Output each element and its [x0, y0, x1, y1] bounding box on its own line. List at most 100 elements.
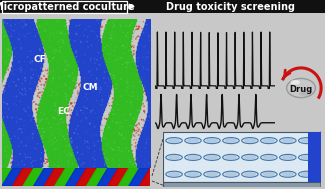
Point — [139, 27, 145, 30]
Point — [58, 96, 63, 99]
Point — [128, 91, 133, 94]
Point — [83, 91, 88, 94]
Point — [101, 35, 107, 38]
Point — [69, 55, 74, 58]
Point — [13, 73, 18, 76]
Point — [75, 146, 80, 149]
Point — [97, 27, 102, 30]
Point — [125, 103, 131, 106]
Point — [6, 49, 11, 52]
Point — [136, 123, 142, 126]
Point — [121, 44, 126, 47]
Point — [66, 94, 72, 98]
Point — [23, 156, 29, 159]
Point — [17, 125, 22, 128]
Point — [73, 128, 79, 131]
Point — [64, 84, 70, 87]
Point — [22, 163, 27, 166]
Point — [101, 164, 106, 167]
Point — [127, 160, 133, 163]
Point — [81, 95, 86, 98]
Point — [102, 164, 107, 167]
Point — [17, 91, 22, 94]
Point — [50, 142, 55, 145]
Point — [29, 143, 34, 146]
Point — [141, 115, 146, 118]
Point — [32, 131, 37, 134]
Point — [43, 29, 48, 32]
Point — [24, 67, 29, 70]
Point — [97, 91, 102, 94]
Point — [119, 159, 124, 162]
Point — [22, 69, 27, 72]
Point — [46, 149, 52, 152]
Point — [11, 19, 16, 22]
Point — [99, 92, 104, 95]
Circle shape — [243, 155, 256, 160]
Point — [112, 61, 118, 64]
Point — [47, 44, 52, 47]
Point — [13, 135, 19, 138]
Point — [114, 74, 119, 77]
Point — [116, 47, 121, 50]
Point — [118, 36, 124, 39]
Point — [48, 19, 54, 22]
Point — [57, 20, 62, 23]
Point — [76, 81, 82, 84]
Point — [130, 118, 136, 121]
Point — [33, 47, 38, 50]
Point — [142, 161, 147, 164]
Point — [145, 51, 150, 54]
Point — [8, 18, 13, 21]
Point — [134, 82, 139, 85]
Point — [110, 26, 115, 29]
Polygon shape — [34, 168, 55, 186]
Point — [29, 97, 34, 100]
Point — [48, 106, 53, 109]
Point — [127, 136, 133, 139]
Point — [147, 161, 152, 164]
Point — [33, 147, 38, 150]
Point — [3, 87, 8, 90]
Point — [6, 98, 11, 101]
Point — [20, 39, 25, 42]
Point — [25, 113, 31, 116]
Point — [23, 129, 28, 132]
Point — [60, 135, 66, 138]
Circle shape — [187, 138, 199, 143]
Point — [97, 119, 102, 122]
Point — [112, 77, 117, 80]
Point — [58, 70, 63, 73]
Point — [128, 112, 133, 115]
Point — [26, 114, 32, 117]
Point — [44, 37, 49, 40]
Point — [137, 68, 143, 71]
Point — [93, 110, 98, 113]
Point — [80, 115, 85, 119]
Point — [94, 19, 99, 22]
Point — [21, 62, 26, 65]
Point — [63, 25, 68, 28]
Point — [138, 130, 143, 133]
Point — [7, 34, 12, 37]
Point — [117, 131, 122, 134]
Point — [71, 85, 76, 88]
Point — [46, 144, 51, 147]
Point — [88, 111, 94, 114]
Point — [98, 142, 103, 145]
Point — [44, 111, 49, 114]
Point — [21, 152, 26, 155]
Point — [29, 19, 34, 22]
Point — [69, 151, 74, 154]
Circle shape — [168, 172, 180, 177]
Point — [87, 161, 92, 164]
Point — [126, 28, 131, 31]
Point — [59, 62, 64, 65]
Point — [22, 142, 28, 145]
Point — [41, 111, 46, 114]
Point — [117, 44, 122, 47]
Point — [60, 131, 66, 134]
Point — [33, 138, 39, 141]
Point — [39, 125, 45, 129]
Point — [86, 93, 91, 96]
